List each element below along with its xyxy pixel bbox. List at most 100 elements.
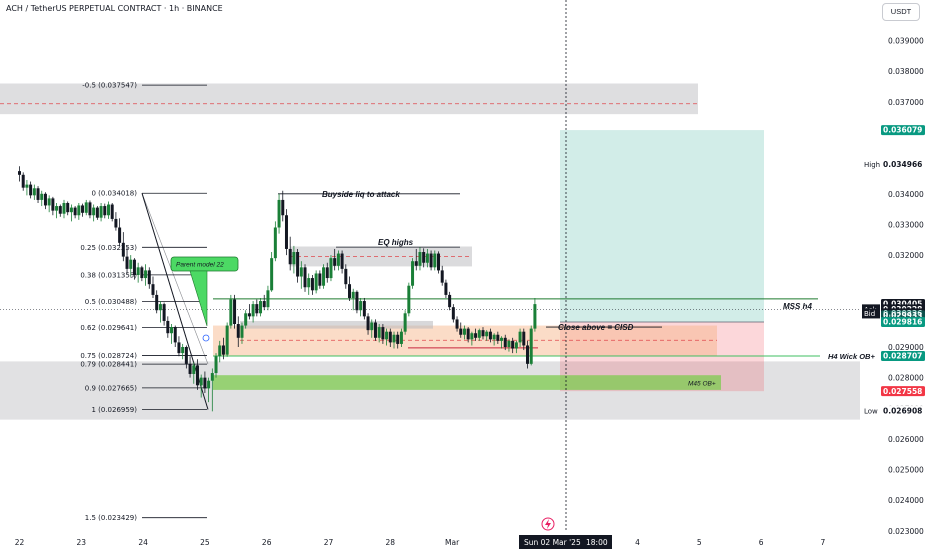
price-label-bg-h4 bbox=[881, 350, 925, 361]
candle-body-97 bbox=[377, 327, 381, 338]
candle-body-65 bbox=[259, 301, 263, 314]
candle-body-128 bbox=[492, 334, 496, 340]
candle-body-113 bbox=[437, 253, 441, 271]
candle-body-101 bbox=[392, 334, 396, 343]
candle-body-93 bbox=[362, 301, 366, 317]
candle-body-115 bbox=[444, 282, 448, 295]
candles-layer[interactable] bbox=[18, 166, 537, 412]
candle-body-37 bbox=[155, 294, 159, 311]
currency-selector[interactable]: USDT bbox=[882, 3, 920, 21]
axes-layer: 0.0390000.0380000.0370000.0350000.034000… bbox=[15, 37, 925, 549]
y-tick-4: 0.034000 bbox=[888, 190, 924, 199]
candle-body-17 bbox=[81, 205, 85, 213]
candle-body-137 bbox=[525, 345, 529, 364]
price-label-bg-high bbox=[881, 159, 925, 170]
price-tag-low: Low bbox=[864, 408, 878, 416]
candle-body-54 bbox=[218, 345, 222, 357]
fib-label-1: 0 (0.034018) bbox=[91, 190, 137, 198]
candle-body-69 bbox=[273, 227, 277, 259]
candle-body-134 bbox=[514, 342, 518, 349]
x-tick-0: 22 bbox=[15, 538, 25, 547]
price-tag-bg-low bbox=[862, 406, 880, 417]
candle-body-12 bbox=[62, 202, 66, 214]
fib-diagonal-2 bbox=[141, 193, 209, 365]
lightning-glyph-icon bbox=[545, 519, 551, 529]
candle-body-88 bbox=[344, 268, 348, 285]
candle-body-70 bbox=[277, 199, 281, 228]
candle-body-23 bbox=[103, 206, 107, 216]
candle-body-95 bbox=[370, 322, 374, 331]
buyside-label: Buyside liq to attack bbox=[322, 190, 400, 199]
candle-body-44 bbox=[181, 347, 185, 354]
candle-body-53 bbox=[214, 356, 218, 374]
candle-body-10 bbox=[55, 206, 59, 211]
candle-body-132 bbox=[507, 340, 511, 347]
candle-body-92 bbox=[359, 301, 363, 311]
candle-body-77 bbox=[303, 267, 307, 288]
candle-body-33 bbox=[140, 267, 144, 279]
candle-body-80 bbox=[314, 273, 318, 291]
candle-body-42 bbox=[173, 327, 177, 343]
candle-body-71 bbox=[281, 199, 285, 216]
price-label-bg-bid bbox=[881, 308, 925, 319]
x-tick-2: 24 bbox=[138, 538, 148, 547]
candle-body-30 bbox=[129, 259, 133, 269]
candle-body-8 bbox=[47, 198, 51, 206]
candle-body-51 bbox=[207, 380, 211, 389]
candle-body-73 bbox=[288, 248, 292, 265]
candle-body-136 bbox=[522, 331, 526, 346]
candle-body-121 bbox=[466, 328, 470, 340]
candle-body-135 bbox=[518, 331, 522, 343]
candle-body-48 bbox=[195, 365, 199, 386]
cisd-label: Close above = CISD bbox=[558, 323, 634, 332]
candle-body-26 bbox=[114, 218, 118, 228]
price-label-h4: 0.028707 bbox=[883, 352, 922, 361]
mss-label: MSS h4 bbox=[783, 302, 812, 311]
crosshair-label-bg bbox=[519, 535, 612, 549]
y-tick-8: 0.028000 bbox=[888, 374, 924, 383]
x-tick-7: Mar bbox=[445, 538, 460, 547]
candle-body-20 bbox=[92, 207, 96, 216]
y-tick-12: 0.023000 bbox=[888, 527, 924, 536]
candle-body-84 bbox=[329, 258, 333, 279]
price-label-tp: 0.036079 bbox=[883, 126, 922, 135]
chart-title: ACH / TetherUS PERPETUAL CONTRACT · 1h ·… bbox=[6, 4, 223, 13]
fib-label-4: 0.5 (0.030488) bbox=[85, 298, 137, 306]
candle-body-91 bbox=[355, 291, 359, 311]
price-label-bg-tp bbox=[881, 125, 925, 136]
candle-body-104 bbox=[403, 313, 407, 332]
candle-body-118 bbox=[455, 319, 459, 329]
candle-body-27 bbox=[118, 227, 122, 243]
y-tick-7: 0.029000 bbox=[888, 343, 924, 352]
lightbulb-icon bbox=[202, 334, 210, 342]
y-tick-6: 0.032000 bbox=[888, 251, 924, 260]
x-tick-6: 28 bbox=[386, 538, 396, 547]
candle-body-35 bbox=[147, 270, 151, 285]
candle-body-85 bbox=[333, 258, 337, 266]
candle-body-130 bbox=[500, 337, 504, 341]
candle-body-76 bbox=[299, 267, 303, 277]
candle-body-116 bbox=[448, 294, 452, 308]
candle-body-41 bbox=[170, 327, 174, 334]
price-label-bg-entry bbox=[881, 316, 925, 327]
candle-body-4 bbox=[32, 188, 36, 196]
candle-body-119 bbox=[459, 328, 463, 335]
candle-body-15 bbox=[73, 207, 77, 216]
y-tick-2: 0.037000 bbox=[888, 98, 924, 107]
candle-body-126 bbox=[485, 331, 489, 337]
fib-label-6: 0.75 (0.028724) bbox=[80, 352, 137, 360]
candle-body-96 bbox=[373, 322, 377, 338]
candle-body-58 bbox=[233, 299, 237, 325]
candle-body-105 bbox=[407, 285, 411, 314]
candle-body-39 bbox=[162, 304, 166, 321]
candle-body-32 bbox=[136, 267, 140, 275]
y-tick-10: 0.025000 bbox=[888, 466, 924, 475]
candle-body-40 bbox=[166, 320, 170, 334]
price-tag-bg-high bbox=[862, 159, 880, 170]
small-ob-zone bbox=[240, 320, 433, 329]
candle-body-86 bbox=[336, 253, 340, 266]
fib-label-5: 0.62 (0.029641) bbox=[80, 324, 137, 332]
candle-body-99 bbox=[385, 331, 389, 340]
